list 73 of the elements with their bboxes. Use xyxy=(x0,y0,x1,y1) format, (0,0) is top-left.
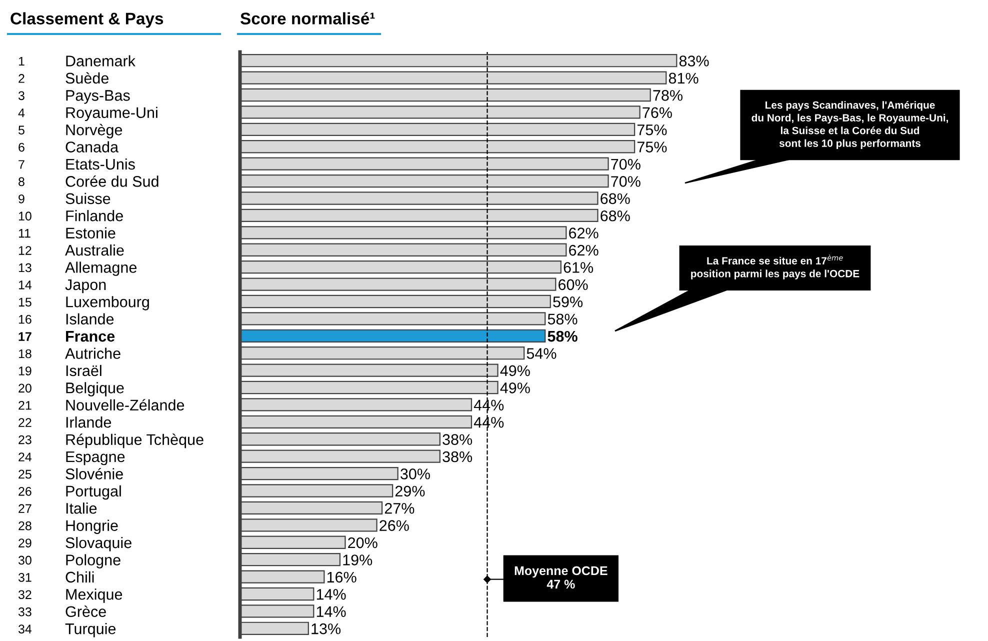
category-label: 1 Danemark xyxy=(18,55,136,66)
category-label: 23 République Tchèque xyxy=(18,434,204,448)
data-label: 29% xyxy=(395,486,425,497)
category-label: 10 Finlande xyxy=(18,210,123,222)
data-label: 68% xyxy=(600,193,630,204)
category-label: 19 Israël xyxy=(18,364,102,376)
data-label: 14% xyxy=(316,606,346,617)
data-label: 26% xyxy=(380,520,409,531)
category-label: 26 Portugal xyxy=(18,485,121,500)
data-label: 62% xyxy=(569,244,598,256)
category-label: 32 Mexique xyxy=(18,588,122,603)
category-label: 24 Espagne xyxy=(18,452,125,466)
category-label: 8 Corée du Sud xyxy=(18,175,158,187)
category-label: 22 Irlande xyxy=(18,416,112,428)
data-label: 76% xyxy=(642,107,672,118)
category-label: 15 Luxembourg xyxy=(18,296,149,310)
data-label: 78% xyxy=(653,90,682,101)
category-label: 21 Nouvelle-Zélande xyxy=(18,399,184,411)
category-label: 12 Australie xyxy=(18,244,124,256)
category-label: 20 Belgique xyxy=(18,382,124,396)
category-label: 28 Hongrie xyxy=(18,520,118,534)
category-label: 34 Turquie xyxy=(18,622,116,638)
data-label: 30% xyxy=(400,468,430,480)
data-label: 68% xyxy=(600,210,630,222)
category-label: 18 Autriche xyxy=(18,348,120,359)
data-label: 19% xyxy=(343,554,372,566)
category-label: 2 Suède xyxy=(18,72,108,84)
category-label: 6 Canada xyxy=(18,141,119,152)
data-label: 81% xyxy=(668,72,698,84)
data-label: 13% xyxy=(312,623,341,634)
data-label: 75% xyxy=(637,124,667,136)
category-label: 27 Italie xyxy=(18,502,97,514)
category-label: 14 Japon xyxy=(18,279,106,294)
data-label: 27% xyxy=(384,502,414,514)
y-axis-title: Classement & Pays xyxy=(10,12,164,28)
data-label: 62% xyxy=(569,228,598,238)
text: Les pays Scandinaves, l'Amérique du Nord, les Pays-Bas, le Royaume-Uni, la Suisse et la Corée du Sud sont les 10 plus performants xyxy=(752,101,948,149)
data-label: 60% xyxy=(558,279,588,290)
category-label: 4 Royaume-Uni xyxy=(18,106,158,122)
category-label: 3 Pays-Bas xyxy=(18,90,130,104)
category-label: 7 Etats-Unis xyxy=(18,158,135,170)
data-label: 58% xyxy=(548,330,578,342)
category-label: 25 Slovénie xyxy=(18,468,123,480)
category-label: 16 Islande xyxy=(18,313,114,325)
category-label: 29 Slovaquie xyxy=(18,536,132,552)
data-label: 61% xyxy=(564,262,594,273)
data-label: 44% xyxy=(474,400,504,410)
data-label: 83% xyxy=(679,56,709,66)
data-label: 75% xyxy=(637,142,667,152)
data-label: 70% xyxy=(611,176,640,187)
data-label: 59% xyxy=(553,296,583,308)
category-label: 11 Estonie xyxy=(18,227,116,238)
category-label: 33 Grèce xyxy=(18,606,106,618)
category-label: 13 Allemagne xyxy=(18,262,137,276)
data-label: 16% xyxy=(327,572,356,583)
data-label: 14% xyxy=(316,589,346,600)
text: La France se situe en 17$^{ème}$ position parmi les pays de l'OCDE xyxy=(691,254,860,280)
data-label: 38% xyxy=(442,434,472,445)
data-label: 20% xyxy=(348,537,378,548)
category-label: 5 Norvège xyxy=(18,124,122,138)
data-label: 58% xyxy=(548,314,578,325)
data-label: 38% xyxy=(442,451,472,462)
data-label: 70% xyxy=(611,158,640,170)
data-label: 54% xyxy=(526,348,556,359)
category-label: 31 Chili xyxy=(18,571,94,583)
category-label: 17 France xyxy=(18,331,115,342)
category-label: 30 Pologne xyxy=(18,554,120,568)
data-label: 49% xyxy=(500,365,530,376)
data-label: 49% xyxy=(500,382,530,394)
data-label: 44% xyxy=(474,416,504,428)
ref-line-label: Moyenne OCDE 47 % xyxy=(514,566,608,589)
category-label: 9 Suisse xyxy=(18,192,110,204)
chart-title: Score normalisé¹ xyxy=(240,12,375,24)
